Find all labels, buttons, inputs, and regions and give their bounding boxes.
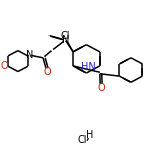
Text: O: O (44, 67, 51, 77)
Text: –: – (48, 33, 51, 38)
Text: N: N (62, 35, 69, 45)
Text: N: N (26, 50, 33, 60)
Text: O: O (98, 83, 105, 93)
Text: HN: HN (81, 62, 95, 72)
Text: O: O (0, 61, 8, 71)
Text: Cl: Cl (78, 135, 87, 145)
Text: H: H (86, 130, 93, 140)
Text: Cl: Cl (60, 31, 70, 41)
